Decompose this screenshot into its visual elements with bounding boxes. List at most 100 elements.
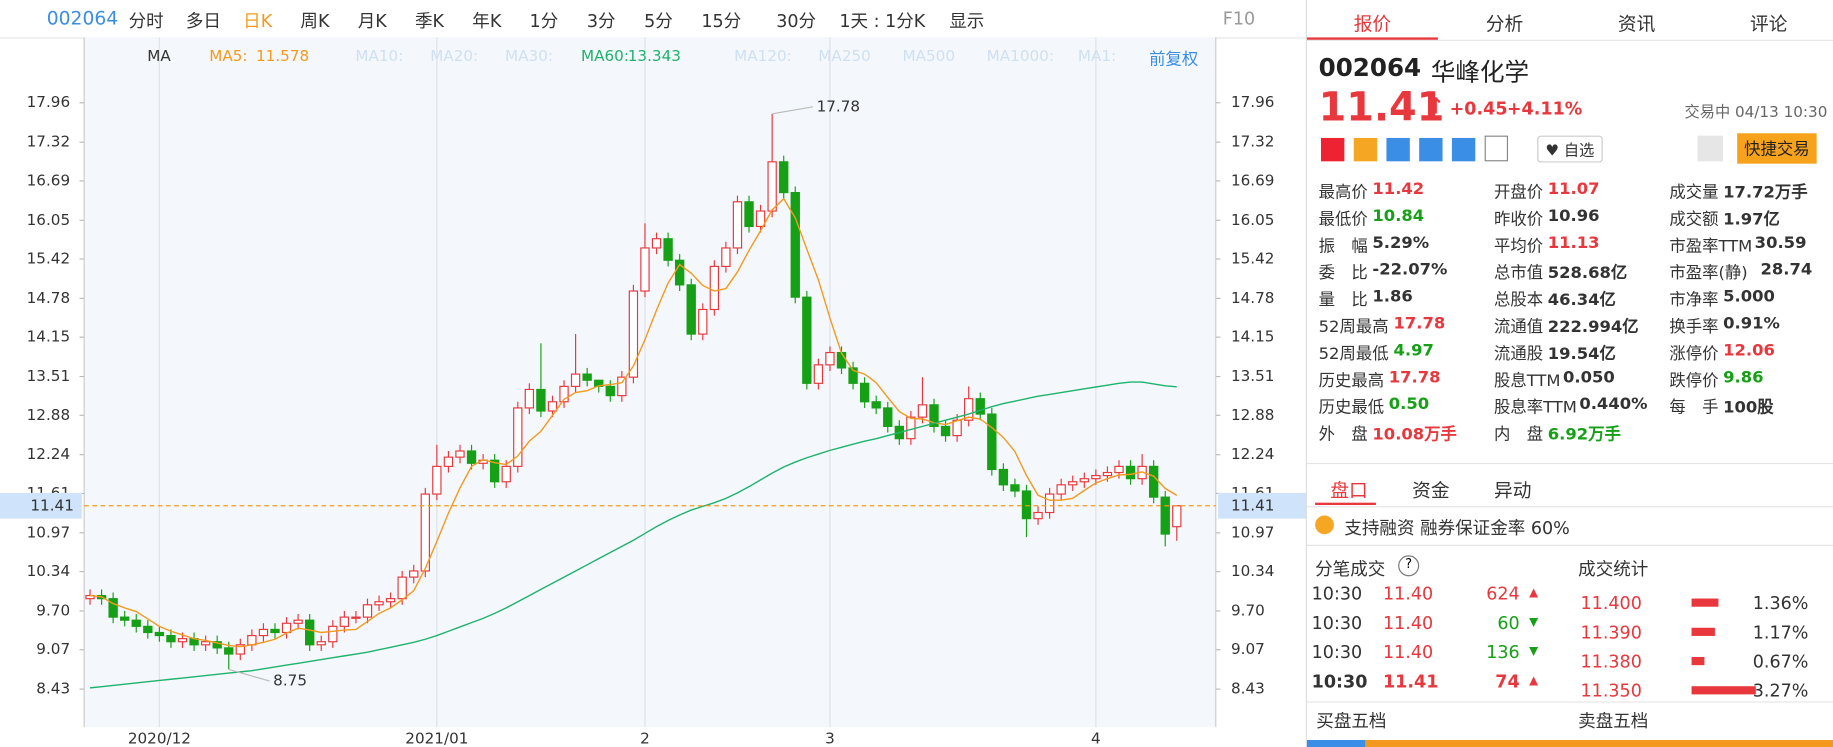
stat-value: 30.59: [1754, 233, 1807, 253]
ma[interactable]: MA: [147, 47, 171, 66]
y-tick-label: 12.88: [1231, 406, 1274, 424]
stat-key: 流通值: [1493, 317, 1544, 337]
candle-body: [351, 616, 361, 619]
candle-body: [1079, 478, 1089, 483]
candle-body: [1102, 471, 1113, 477]
stat-key: 昨收价: [1493, 210, 1544, 230]
panel-tab[interactable]: 资金: [1412, 479, 1450, 502]
candle-body: [305, 619, 315, 646]
legend-inactive[interactable]: MA30:: [505, 47, 553, 66]
watch-label: 自选: [1563, 142, 1595, 161]
trade-volume: 624: [1486, 583, 1520, 605]
icon[interactable]: [1419, 137, 1443, 162]
arrow: ↑: [1426, 93, 1445, 120]
code[interactable]: 002064: [46, 7, 119, 30]
candle-body: [501, 465, 511, 483]
y-tick-label: 10.34: [1231, 562, 1274, 580]
stock-code: 002064: [1318, 53, 1422, 82]
legend-inactive[interactable]: MA500: [902, 47, 956, 66]
toolbar-item[interactable]: 15分: [701, 10, 742, 32]
y-tick-label: 16.05: [1231, 211, 1274, 229]
toolbar-item[interactable]: 周K: [300, 10, 330, 32]
x-tick-label: 3: [825, 729, 835, 747]
candle-body: [489, 459, 500, 483]
candle-body: [605, 385, 615, 397]
toolbar-item[interactable]: 多日: [185, 10, 221, 32]
progress-a: [1306, 739, 1366, 747]
legend-inactive[interactable]: MA250: [818, 47, 871, 66]
y-tick-label: 15.42: [27, 250, 70, 268]
stat-price: 11.400: [1580, 592, 1642, 614]
stat-key: 开盘价: [1493, 183, 1544, 203]
trade-dir: ▲: [1529, 674, 1539, 688]
period[interactable]: 1天 : 1分K: [839, 10, 926, 32]
toolbar-item[interactable]: 1分: [529, 10, 559, 32]
panel-tab[interactable]: 盘口: [1330, 479, 1368, 502]
icon[interactable]: [1386, 137, 1410, 162]
trade-button[interactable]: 快捷交易: [1737, 133, 1817, 164]
trade-time: 10:30: [1311, 671, 1368, 693]
trade-volume: 136: [1486, 641, 1520, 663]
candle-body: [906, 416, 916, 440]
legend-name[interactable]: MA60:: [580, 47, 629, 66]
price: 11.41: [1318, 84, 1445, 131]
panel-tab[interactable]: 异动: [1493, 479, 1532, 502]
stat-value: 10.08万手: [1372, 425, 1457, 445]
candle-body: [224, 647, 234, 655]
toolbar-item[interactable]: 30分: [776, 10, 817, 32]
stat-value: -22.07%: [1372, 260, 1448, 280]
f10[interactable]: F10: [1222, 8, 1256, 30]
candle-body: [270, 628, 280, 634]
toolbar-item[interactable]: 月K: [357, 10, 387, 32]
stat-value: 100股: [1723, 398, 1774, 418]
legend-name[interactable]: MA5:: [209, 47, 248, 66]
stat-value: 12.06: [1723, 341, 1775, 361]
quote-tab[interactable]: 报价: [1353, 12, 1392, 36]
toolbar-item[interactable]: 3分: [586, 10, 616, 32]
watch-button[interactable]: ♥ 自选: [1537, 135, 1603, 163]
y-tick-label: 17.96: [1231, 93, 1274, 111]
y-tick-label: 14.78: [27, 289, 70, 307]
trade-price: 11.41: [1382, 671, 1439, 693]
y-tick-label: 10.34: [27, 562, 70, 580]
display[interactable]: 显示: [949, 10, 985, 32]
icon[interactable]: [1353, 137, 1378, 162]
stat-value: 11.42: [1372, 180, 1425, 199]
stat-value: 17.78: [1393, 314, 1446, 334]
toolbar-item[interactable]: 日K: [243, 10, 273, 32]
tab-underline: [1306, 37, 1438, 40]
candle-body: [154, 631, 165, 637]
quote-tab[interactable]: 分析: [1485, 12, 1524, 36]
adjust[interactable]: 前复权: [1149, 50, 1199, 69]
icon[interactable]: [1451, 137, 1476, 162]
candle-body: [732, 201, 743, 249]
candle-body: [987, 413, 997, 471]
legend-inactive[interactable]: MA20:: [430, 47, 479, 66]
legend-inactive[interactable]: MA10:: [355, 47, 404, 66]
bell[interactable]: [1697, 135, 1724, 162]
stat-value: 17.72万手: [1723, 183, 1808, 203]
quote-tab[interactable]: 评论: [1750, 12, 1788, 36]
buy5: 买盘五档: [1316, 710, 1387, 732]
y-tick-label: 9.07: [36, 640, 70, 658]
divider: [1305, 0, 1307, 747]
toolbar-item[interactable]: 5分: [644, 10, 673, 32]
plot-bg: [84, 37, 1216, 728]
icon[interactable]: [1320, 137, 1345, 162]
help[interactable]: ?: [1398, 555, 1420, 577]
quote-tab[interactable]: 资讯: [1617, 12, 1656, 36]
toolbar-item[interactable]: 季K: [414, 10, 445, 32]
legend-inactive[interactable]: MA120:: [734, 47, 792, 66]
candle-body: [582, 373, 592, 381]
stat-key: 52周最高: [1318, 317, 1389, 337]
toolbar-item[interactable]: 年K: [472, 10, 502, 32]
legend-inactive[interactable]: MA1:: [1077, 47, 1117, 66]
stat-value: 222.994亿: [1547, 317, 1639, 337]
legend-inactive[interactable]: MA1000:: [986, 47, 1054, 66]
icon[interactable]: [1484, 135, 1509, 162]
toolbar-item[interactable]: 分时: [128, 10, 164, 32]
margin-icon: [1315, 515, 1334, 535]
candle-body: [1114, 465, 1124, 474]
stat-value: 28.74: [1760, 260, 1813, 280]
candle-body: [409, 570, 419, 578]
